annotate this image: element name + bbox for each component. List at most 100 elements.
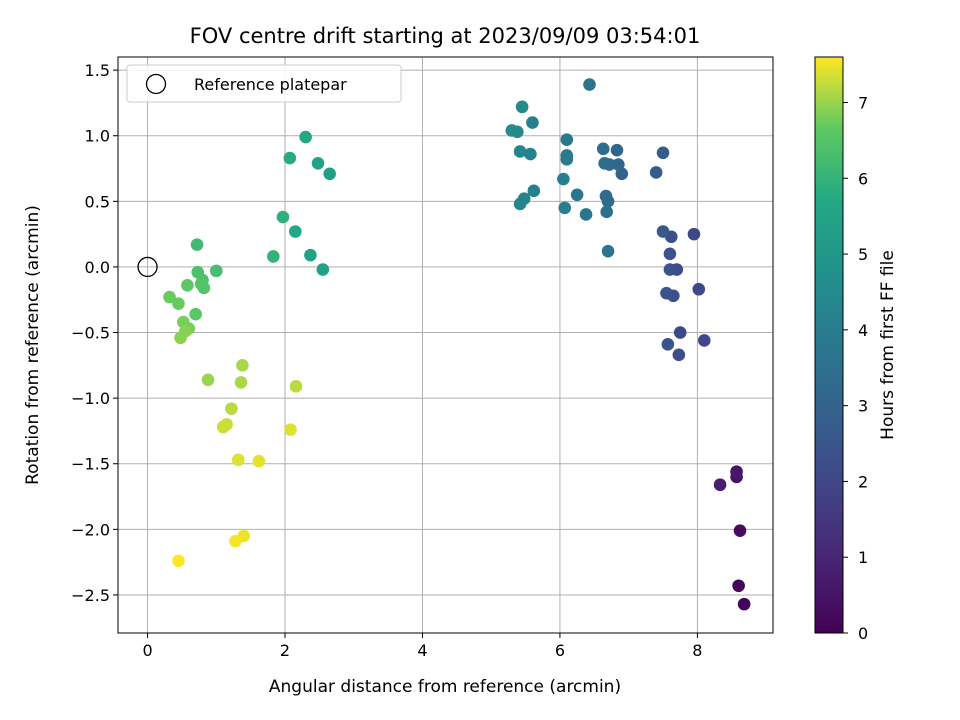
data-point	[733, 524, 747, 537]
y-tick-label: −2.0	[71, 520, 110, 539]
colorbar: 0 1 2 3 4 5 6 7 Hours from first FF file	[814, 56, 898, 643]
data-point	[598, 156, 611, 170]
data-point	[216, 420, 230, 434]
legend-label: Reference platepar	[194, 75, 347, 94]
data-point	[601, 244, 615, 258]
data-point	[172, 297, 185, 310]
colorbar-tick-label: 4	[858, 321, 868, 340]
data-point	[730, 465, 743, 478]
x-axis-ticks: 0 2 4 6 8	[142, 633, 702, 660]
data-point	[583, 78, 596, 91]
data-point	[231, 453, 245, 467]
colorbar-tick-label: 6	[858, 169, 868, 188]
gridlines	[118, 57, 773, 633]
data-point	[687, 227, 701, 241]
data-point	[612, 158, 625, 171]
data-point	[284, 423, 297, 436]
data-point	[505, 124, 519, 137]
data-point	[289, 380, 303, 393]
data-point	[289, 225, 302, 238]
data-point	[526, 116, 539, 129]
data-point	[649, 166, 663, 179]
colorbar-tick-label: 3	[858, 397, 868, 416]
data-point	[276, 210, 290, 224]
data-point	[515, 100, 529, 114]
reference-platepar-marker	[137, 256, 158, 278]
data-point	[732, 579, 745, 593]
chart-title: FOV centre drift starting at 2023/09/09 …	[190, 24, 701, 48]
y-tick-label: −1.5	[71, 455, 110, 474]
data-point	[661, 338, 675, 351]
data-point	[557, 172, 570, 186]
data-points	[137, 78, 751, 611]
data-point	[673, 326, 687, 339]
data-point	[660, 286, 673, 300]
data-point	[252, 454, 266, 468]
data-point	[174, 331, 187, 345]
data-point	[163, 290, 176, 304]
x-tick-label: 0	[142, 641, 152, 660]
data-point	[579, 208, 593, 221]
x-axis-label: Angular distance from reference (arcmin)	[269, 677, 621, 697]
legend-marker	[145, 73, 167, 95]
data-point	[209, 264, 223, 278]
data-point	[672, 348, 686, 362]
y-tick-label: 0.5	[85, 192, 110, 211]
data-point	[189, 307, 202, 321]
y-axis-ticks: −2.5 −2.0 −1.5 −1.0 −0.5 0.0 0.5 1.0 1.5	[71, 61, 118, 605]
data-point	[304, 248, 317, 262]
data-point	[596, 142, 610, 156]
colorbar-label: Hours from first FF file	[878, 250, 898, 440]
y-tick-label: −2.5	[71, 586, 110, 605]
x-tick-label: 2	[280, 641, 290, 660]
data-point	[610, 143, 624, 157]
legend-box	[126, 64, 402, 103]
data-point	[600, 205, 613, 219]
data-point	[513, 197, 527, 211]
data-point	[513, 145, 527, 158]
data-point	[197, 281, 211, 295]
data-point	[172, 554, 185, 568]
data-point	[527, 184, 541, 198]
colorbar-tick-label: 1	[858, 548, 868, 567]
colorbar-ticks: 0 1 2 3 4 5 6 7	[843, 93, 868, 643]
y-tick-label: 1.0	[85, 127, 110, 146]
data-point	[558, 201, 572, 215]
data-point	[201, 373, 215, 387]
data-point	[663, 247, 677, 261]
data-point	[560, 133, 574, 146]
data-point	[229, 534, 242, 548]
data-point	[283, 151, 297, 165]
data-point	[697, 334, 711, 347]
data-point	[560, 153, 574, 166]
data-point	[316, 263, 330, 276]
y-tick-label: 1.5	[85, 61, 110, 80]
data-point	[299, 130, 312, 144]
data-point	[267, 250, 280, 263]
data-point	[190, 238, 204, 251]
data-point	[656, 225, 670, 238]
colorbar-gradient	[814, 56, 844, 634]
data-point	[323, 167, 336, 181]
x-tick-label: 8	[692, 641, 702, 660]
y-tick-label: −1.0	[71, 389, 110, 408]
data-point	[692, 282, 706, 296]
y-tick-label: −0.5	[71, 324, 110, 343]
colorbar-tick-label: 0	[858, 624, 868, 643]
plot-frame	[117, 56, 774, 634]
data-point	[234, 376, 248, 389]
x-tick-label: 4	[417, 641, 427, 660]
legend: Reference platepar	[126, 64, 402, 103]
data-point	[713, 478, 727, 492]
data-point	[236, 359, 249, 372]
data-point	[656, 146, 670, 160]
data-point	[181, 279, 194, 292]
colorbar-tick-label: 7	[858, 93, 868, 112]
y-axis-label: Rotation from reference (arcmin)	[23, 205, 43, 485]
data-point	[663, 263, 677, 276]
data-point	[570, 188, 584, 202]
data-point	[599, 189, 613, 203]
colorbar-tick-label: 2	[858, 472, 868, 491]
